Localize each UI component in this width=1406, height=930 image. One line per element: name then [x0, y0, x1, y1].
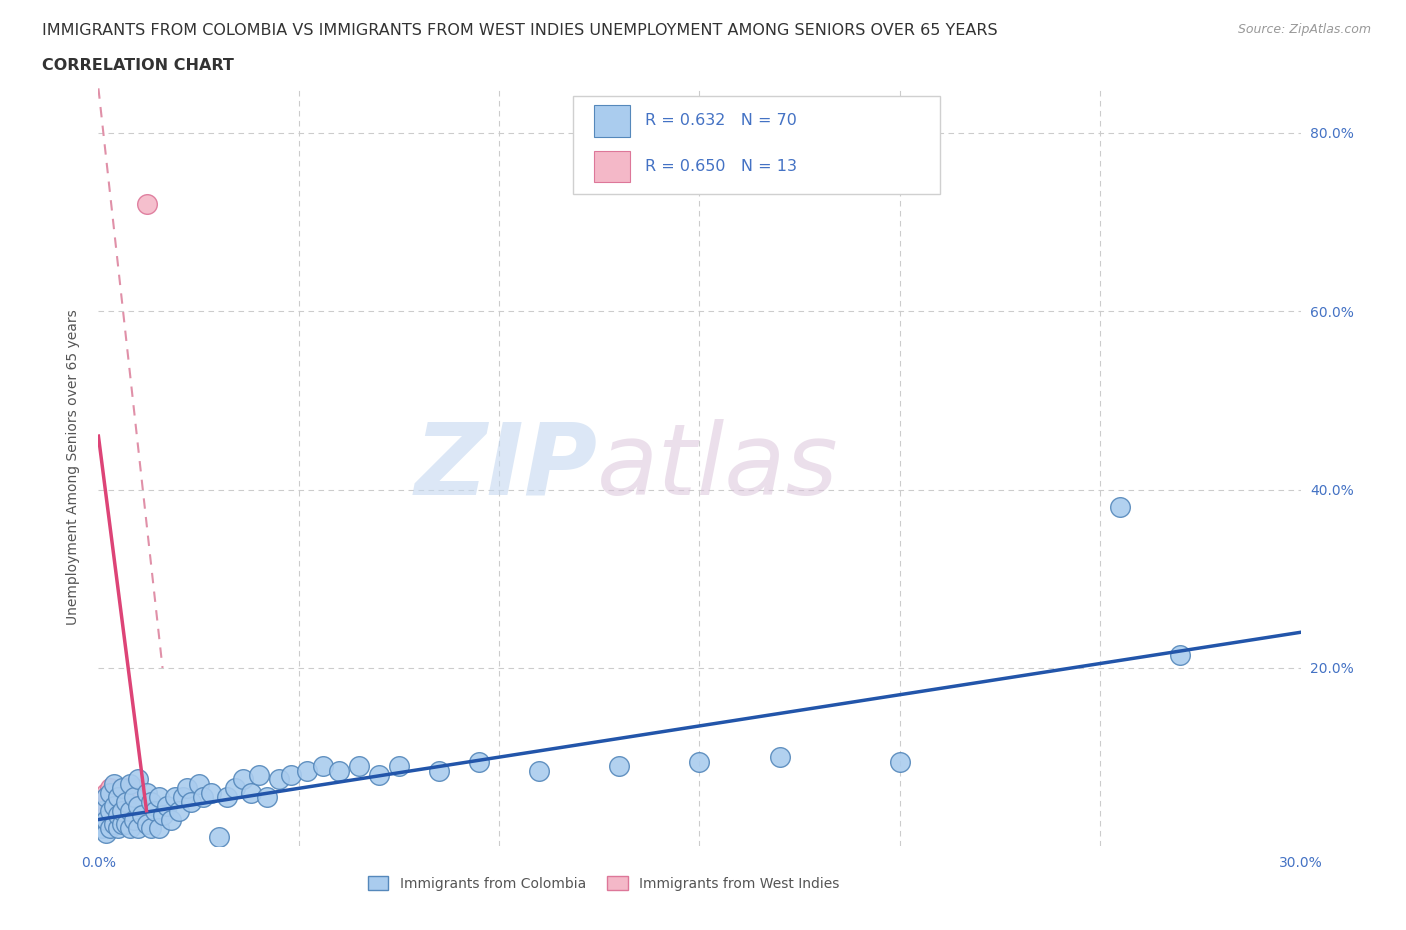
Point [159, 812, 181, 827]
Point [120, 804, 142, 818]
Point [224, 781, 246, 796]
Point [347, 759, 370, 774]
Point [103, 777, 125, 791]
Point [139, 794, 162, 809]
Text: R = 0.632   N = 70: R = 0.632 N = 70 [645, 113, 797, 128]
Point [388, 759, 411, 774]
Point [107, 821, 129, 836]
Point [143, 804, 166, 818]
Point [100, 781, 122, 796]
Point [100, 804, 122, 818]
FancyBboxPatch shape [574, 96, 939, 194]
Point [155, 799, 177, 814]
Point [96, 807, 118, 822]
Point [120, 785, 142, 800]
Point [187, 777, 209, 791]
Point [152, 807, 174, 822]
Point [172, 790, 194, 804]
Text: IMMIGRANTS FROM COLOMBIA VS IMMIGRANTS FROM WEST INDIES UNEMPLOYMENT AMONG SENIO: IMMIGRANTS FROM COLOMBIA VS IMMIGRANTS F… [42, 23, 998, 38]
Point [111, 790, 134, 804]
Point [96, 790, 118, 804]
Point [1109, 500, 1132, 515]
Point [328, 763, 350, 777]
Point [111, 804, 134, 818]
Point [529, 763, 551, 777]
Point [91, 794, 114, 809]
Point [163, 790, 186, 804]
Point [128, 772, 150, 787]
Point [107, 790, 129, 804]
Point [208, 830, 231, 844]
Point [107, 785, 129, 800]
Point [103, 799, 125, 814]
Point [295, 763, 318, 777]
Text: CORRELATION CHART: CORRELATION CHART [42, 58, 233, 73]
Point [239, 785, 262, 800]
Point [609, 759, 631, 774]
Point [468, 754, 491, 769]
Point [889, 754, 911, 769]
Point [200, 785, 222, 800]
Point [120, 821, 142, 836]
Point [148, 790, 170, 804]
Point [124, 781, 146, 796]
Point [111, 781, 134, 796]
Point [180, 794, 202, 809]
Point [247, 767, 270, 782]
Point [107, 807, 129, 822]
FancyBboxPatch shape [593, 105, 630, 137]
Point [100, 799, 122, 814]
Point [1170, 647, 1192, 662]
Point [115, 781, 138, 796]
Point [427, 763, 450, 777]
Point [91, 804, 114, 818]
Point [111, 817, 134, 831]
Point [96, 826, 118, 841]
Point [191, 790, 214, 804]
Point [148, 821, 170, 836]
Point [689, 754, 711, 769]
Point [120, 777, 142, 791]
Point [131, 807, 153, 822]
Point [91, 821, 114, 836]
Point [100, 785, 122, 800]
Point [135, 817, 157, 831]
Point [139, 821, 162, 836]
Point [96, 812, 118, 827]
Text: atlas: atlas [598, 418, 839, 516]
Point [115, 817, 138, 831]
Point [128, 821, 150, 836]
Point [267, 772, 290, 787]
Point [115, 794, 138, 809]
Point [91, 812, 114, 827]
Text: R = 0.650   N = 13: R = 0.650 N = 13 [645, 159, 797, 174]
Text: Source: ZipAtlas.com: Source: ZipAtlas.com [1237, 23, 1371, 36]
Point [103, 794, 125, 809]
Text: ZIP: ZIP [415, 418, 598, 516]
Point [280, 767, 302, 782]
Legend: Immigrants from Colombia, Immigrants from West Indies: Immigrants from Colombia, Immigrants fro… [363, 870, 845, 897]
Point [128, 799, 150, 814]
Point [100, 821, 122, 836]
Point [103, 817, 125, 831]
Y-axis label: Unemployment Among Seniors over 65 years: Unemployment Among Seniors over 65 years [66, 310, 80, 625]
Point [124, 790, 146, 804]
Point [124, 812, 146, 827]
Point [312, 759, 335, 774]
Point [232, 772, 254, 787]
Point [167, 804, 190, 818]
FancyBboxPatch shape [593, 151, 630, 182]
Point [368, 767, 391, 782]
Point [135, 785, 157, 800]
Point [769, 750, 792, 764]
Point [256, 790, 278, 804]
Point [215, 790, 238, 804]
Point [176, 781, 198, 796]
Point [96, 785, 118, 800]
Point [135, 197, 157, 212]
